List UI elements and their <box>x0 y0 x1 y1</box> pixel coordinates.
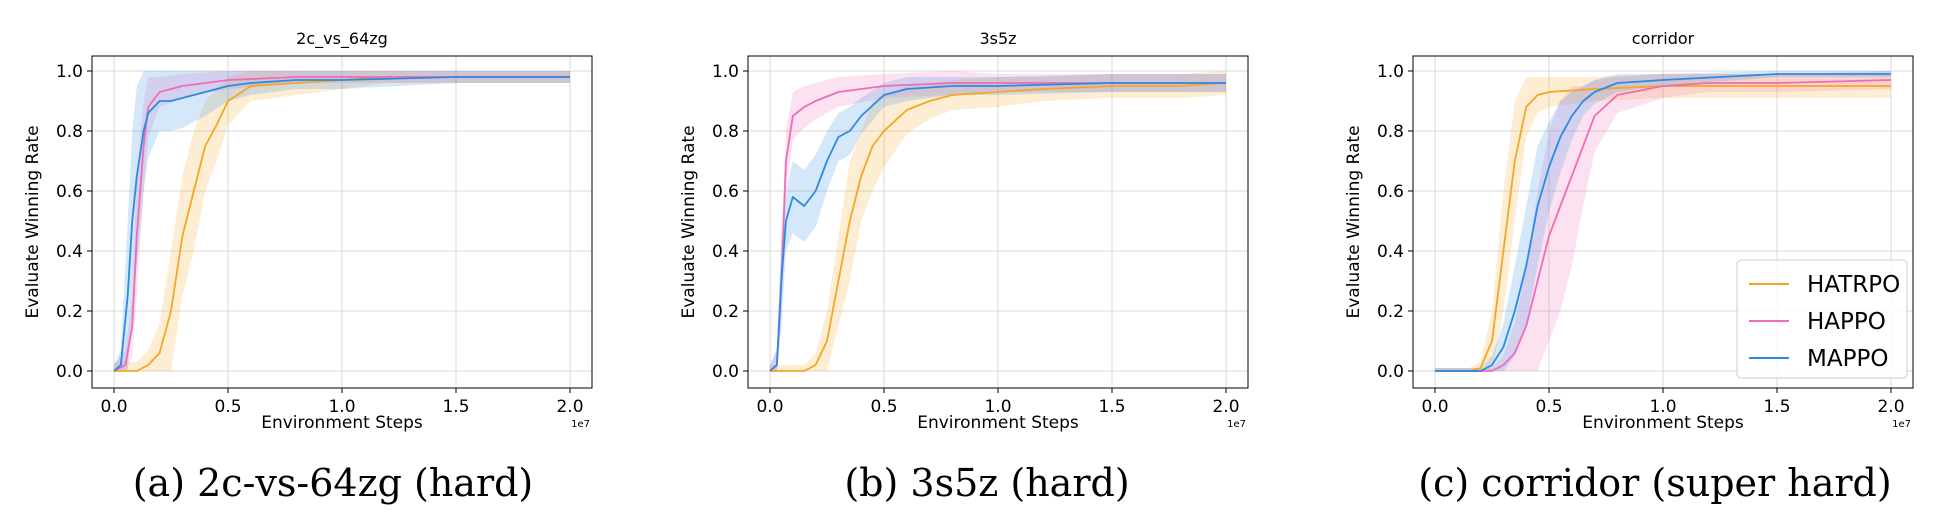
x-tick-label: 2.0 <box>1877 397 1904 417</box>
y-tick-label: 1.0 <box>1377 62 1404 82</box>
legend-label-hatrpo: HATRPO <box>1807 272 1900 298</box>
y-tick-label: 1.0 <box>712 62 739 82</box>
x-axis-label: Environment Steps <box>1582 413 1744 433</box>
y-tick-label: 1.0 <box>56 62 83 82</box>
legend-box <box>1736 259 1908 379</box>
x-tick-label: 1.0 <box>984 397 1011 417</box>
y-tick-label: 0.4 <box>1377 242 1404 262</box>
y-tick-label: 0.0 <box>56 362 83 382</box>
y-axis-label: Evaluate Winning Rate <box>23 125 43 318</box>
x-tick-label: 0.5 <box>1535 397 1562 417</box>
y-tick-label: 0.6 <box>1377 182 1404 202</box>
band-hatrpo <box>114 71 570 371</box>
x-tick-label: 2.0 <box>556 397 583 417</box>
chart-title: 2c_vs_64zg <box>296 29 388 49</box>
y-tick-label: 0.8 <box>712 122 739 142</box>
band-mappo <box>1435 71 1891 371</box>
chart-title: corridor <box>1632 29 1695 48</box>
x-axis-label: Environment Steps <box>261 413 423 433</box>
series-line-mappo <box>113 76 570 372</box>
series-line-happo <box>1435 79 1892 372</box>
legend-label-mappo: MAPPO <box>1807 346 1888 372</box>
y-tick-label: 0.6 <box>56 182 83 202</box>
legend-label-happo: HAPPO <box>1807 309 1886 335</box>
y-tick-label: 0.4 <box>56 242 83 262</box>
y-tick-label: 0.0 <box>712 362 739 382</box>
chart-title: 3s5z <box>979 29 1016 48</box>
band-happo <box>1435 71 1891 371</box>
x-tick-label: 2.0 <box>1212 397 1239 417</box>
chart-panel-3: 0.0 0.5 1.0 1.5 2.0 0.0 0.2 0.4 0.6 0.8 1.0 corrido… <box>1344 29 1914 505</box>
y-tick-label: 0.2 <box>712 302 739 322</box>
chart-panel-1: 0.0 0.5 1.0 1.5 2.0 0.0 0.2 0.4 0.6 0.8 1.0 2c_vs_6… <box>23 29 593 505</box>
y-tick-label: 0.4 <box>712 242 739 262</box>
x-tick-label: 0.0 <box>756 397 783 417</box>
x-tick-label: 1.0 <box>328 397 355 417</box>
x-tick-label: 1.0 <box>1649 397 1676 417</box>
band-hatrpo <box>770 71 1226 371</box>
x-offset-label: 1e7 <box>1227 419 1246 430</box>
series-line-mappo <box>1435 73 1891 372</box>
y-tick-label: 0.2 <box>1377 302 1404 322</box>
y-axis-label: Evaluate Winning Rate <box>1344 125 1364 318</box>
series-line-mappo <box>769 82 1226 372</box>
y-tick-label: 0.8 <box>1377 122 1404 142</box>
x-tick-label: 0.0 <box>1421 397 1448 417</box>
x-offset-label: 1e7 <box>1892 419 1911 430</box>
x-tick-label: 1.5 <box>1763 397 1790 417</box>
x-tick-label: 1.5 <box>1098 397 1125 417</box>
x-tick-label: 0.5 <box>214 397 241 417</box>
panel-caption: (b) 3s5z (hard) <box>844 461 1129 505</box>
x-offset-label: 1e7 <box>571 419 590 430</box>
x-tick-label: 0.0 <box>100 397 127 417</box>
chart-panel-2: 0.0 0.5 1.0 1.5 2.0 0.0 0.2 0.4 0.6 0.8 1.0 3s5z Env… <box>679 29 1249 505</box>
x-tick-label: 0.5 <box>870 397 897 417</box>
panel-caption: (c) corridor (super hard) <box>1418 461 1891 505</box>
x-axis-label: Environment Steps <box>917 413 1079 433</box>
y-tick-label: 0.8 <box>56 122 83 142</box>
y-axis-label: Evaluate Winning Rate <box>679 125 699 318</box>
series-line-happo <box>113 76 570 372</box>
y-tick-label: 0.2 <box>56 302 83 322</box>
y-tick-label: 0.0 <box>1377 362 1404 382</box>
y-tick-label: 0.6 <box>712 182 739 202</box>
series-line-hatrpo <box>770 82 1227 372</box>
legend: HATRPO HAPPO MAPPO <box>1736 259 1908 379</box>
panel-caption: (a) 2c-vs-64zg (hard) <box>133 461 534 505</box>
x-tick-label: 1.5 <box>442 397 469 417</box>
